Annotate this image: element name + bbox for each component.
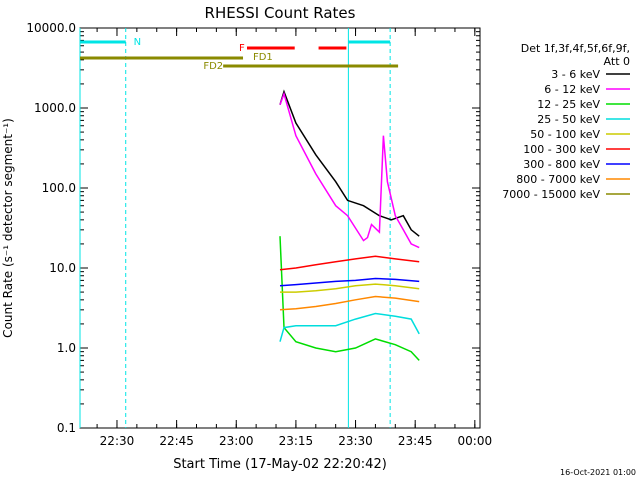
flag-label: F — [239, 43, 245, 54]
flag-label: FD2 — [203, 61, 223, 72]
footer-date: 16-Oct-2021 01:00 — [560, 468, 636, 477]
legend-label: 300 - 800 keV — [523, 158, 600, 171]
x-axis-label: Start Time (17-May-02 22:20:42) — [173, 457, 387, 472]
series-line — [279, 295, 420, 311]
plot-frame — [79, 27, 481, 429]
x-tick-label: 00:00 — [458, 434, 493, 448]
x-tick-label: 22:30 — [100, 434, 135, 448]
legend-label: 50 - 100 keV — [530, 128, 600, 141]
x-tick-label: 23:15 — [279, 434, 314, 448]
x-tick-label: 23:30 — [338, 434, 373, 448]
legend-label: 800 - 7000 keV — [516, 173, 600, 186]
y-tick-label: 10000.0 — [26, 21, 76, 35]
flag-bars: N F FD1 FD2 — [79, 28, 399, 428]
legend-header: Att 0 — [604, 55, 630, 68]
legend-label: 3 - 6 keV — [551, 68, 600, 81]
x-tick-label: 22:45 — [159, 434, 194, 448]
legend: Det 1f,3f,4f,5f,6f,9f,Att 0 3 - 6 keV 6 - … — [502, 42, 630, 201]
series-line — [279, 236, 420, 361]
chart-title: RHESSI Count Rates — [205, 4, 356, 22]
series-lines — [279, 89, 420, 361]
flag-label: FD1 — [253, 52, 273, 63]
series-line — [280, 283, 420, 293]
legend-label: 100 - 300 keV — [523, 143, 600, 156]
flag-label: N — [134, 37, 141, 48]
legend-label: 6 - 12 keV — [544, 83, 600, 96]
legend-label: 25 - 50 keV — [537, 113, 600, 126]
series-line — [279, 255, 420, 271]
y-tick-label: 1.0 — [57, 341, 76, 355]
x-tick-label: 23:45 — [398, 434, 433, 448]
series-line — [279, 91, 420, 249]
tick-labels: 0.1 1.0 10.0 100.0 1000.0 10000.0 22:30 22:45 23… — [26, 21, 492, 448]
series-line — [279, 277, 420, 287]
y-tick-label: 10.0 — [49, 261, 76, 275]
legend-header: Det 1f,3f,4f,5f,6f,9f, — [521, 42, 630, 55]
series-line — [279, 89, 420, 237]
y-tick-label: 1000.0 — [34, 101, 76, 115]
y-axis-label: Count Rate (s⁻¹ detector segment⁻¹) — [1, 118, 15, 338]
legend-label: 7000 - 15000 keV — [502, 188, 600, 201]
y-tick-label: 100.0 — [42, 181, 76, 195]
tick-marks — [80, 27, 480, 429]
y-tick-label: 0.1 — [57, 421, 76, 435]
legend-label: 12 - 25 keV — [537, 98, 600, 111]
x-tick-label: 23:00 — [219, 434, 254, 448]
series-line — [279, 312, 420, 342]
